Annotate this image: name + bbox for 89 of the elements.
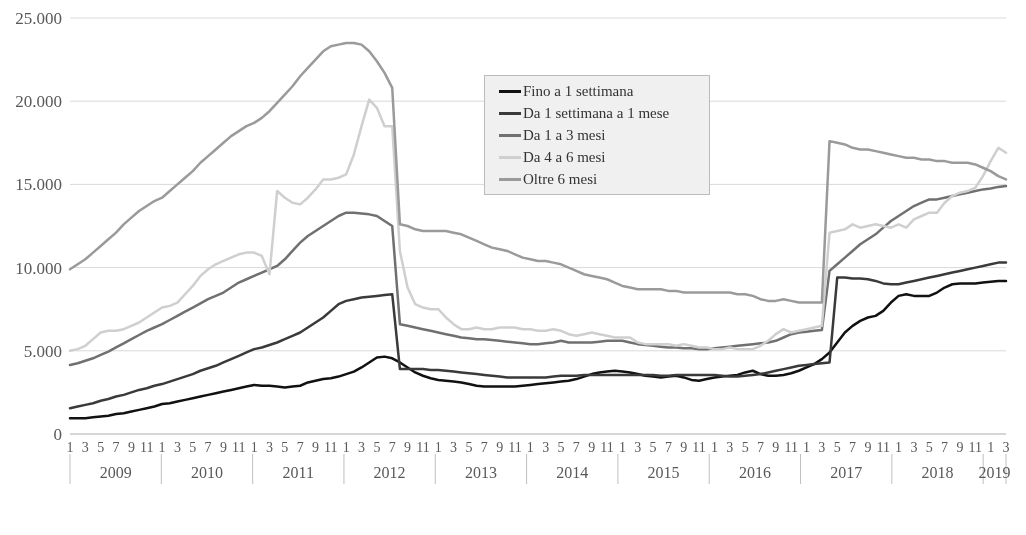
x-tick-label: 11 [416,439,430,455]
line-series [68,279,1008,420]
text: 2014 [556,464,589,481]
text: 2011 [282,464,314,481]
x-tick-label: 7 [756,439,764,455]
x-tick-label: 3 [358,439,366,455]
x-tick-label: 7 [296,439,304,455]
y-tick-label: 10.000 [15,258,62,278]
x-tick-label: 9 [127,439,135,455]
x-tick-label: 9 [219,439,227,455]
x-tick-label: 11 [876,439,890,455]
x-tick-label: 1 [987,439,995,455]
x-tick-label: 11 [968,439,983,455]
legend-label: Da 1 a 3 mesi [523,126,606,144]
x-tick-label: 5 [189,439,197,455]
x-tick-label: 1 [250,439,258,455]
x-tick-label: 7 [664,439,672,455]
text: 2015 [647,464,680,481]
x-tick-label: 3 [818,439,826,455]
x-tick-label: 1 [895,439,903,455]
x-tick-label: 5 [649,439,657,455]
x-tick-label: 11 [139,439,154,455]
x-tick-label: 5 [833,439,841,455]
text: 2017 [830,464,863,481]
x-tick-label: 3 [450,439,458,455]
x-tick-label: 7 [204,439,212,455]
x-tick-label: 9 [496,439,504,455]
x-tick-label: 1 [158,439,166,455]
x-tick-label: 3 [726,439,734,455]
x-tick-label: 9 [772,439,780,455]
x-tick-label: 5 [97,439,105,455]
x-tick-label: 7 [572,439,580,455]
x-tick-label: 9 [956,439,964,455]
line-series [68,98,1008,353]
x-tick-label: 3 [173,439,181,455]
x-tick-label: 3 [634,439,642,455]
line-series [68,184,1008,367]
y-tick-label: 25.000 [15,9,62,29]
x-tick-label: 3 [910,439,918,455]
x-tick-label: 5 [281,439,289,455]
x-tick-label: 1 [526,439,534,455]
legend-label: Fino a 1 settimana [523,82,634,100]
x-tick-label: 11 [508,439,522,455]
line-series [68,41,1008,304]
x-tick-label: 9 [312,439,320,455]
text: 2019 [978,464,1011,481]
x-tick-label: 5 [465,439,473,455]
x-tick-label: 1 [710,439,718,455]
x-tick-label: 11 [600,439,614,455]
y-tick-label: 20.000 [15,92,62,112]
text: 2009 [99,464,132,481]
text: 2013 [464,464,497,481]
x-tick-label: 5 [925,439,933,455]
x-tick-label: 9 [404,439,412,455]
x-tick-label: 5 [741,439,749,455]
x-tick-label: 1 [803,439,811,455]
x-tick-label: 7 [388,439,396,455]
x-tick-label: 7 [112,439,120,455]
x-tick-label: 11 [692,439,706,455]
x-tick-label: 3 [542,439,550,455]
line-series [68,261,1008,410]
x-tick-label: 7 [849,439,857,455]
x-tick-label: 9 [588,439,596,455]
x-tick-label: 7 [480,439,488,455]
text: 2016 [738,464,771,481]
x-tick-label: 11 [784,439,798,455]
x-tick-label: 9 [680,439,688,455]
x-tick-label: 5 [557,439,565,455]
x-tick-label: 11 [324,439,338,455]
legend-label: Da 1 settimana a 1 mese [523,104,670,122]
legend-label: Da 4 a 6 mesi [523,148,606,166]
x-tick-label: 3 [265,439,273,455]
x-tick-label: 1 [342,439,350,455]
y-tick-label: 15.000 [15,175,62,195]
x-tick-label: 5 [373,439,381,455]
x-tick-label: 3 [1002,439,1010,455]
x-tick-label: 1 [434,439,442,455]
x-tick-label: 1 [618,439,626,455]
y-tick-label: 5.000 [23,341,62,361]
x-tick-label: 11 [232,439,246,455]
y-tick-label: 0 [53,425,62,445]
text: 2012 [373,464,406,481]
x-tick-label: 1 [66,439,74,455]
text: 2018 [921,464,954,481]
x-tick-label: 7 [941,439,949,455]
text: 2010 [190,464,223,481]
x-tick-label: 3 [81,439,89,455]
x-tick-label: 9 [864,439,872,455]
legend-label: Oltre 6 mesi [523,170,598,188]
